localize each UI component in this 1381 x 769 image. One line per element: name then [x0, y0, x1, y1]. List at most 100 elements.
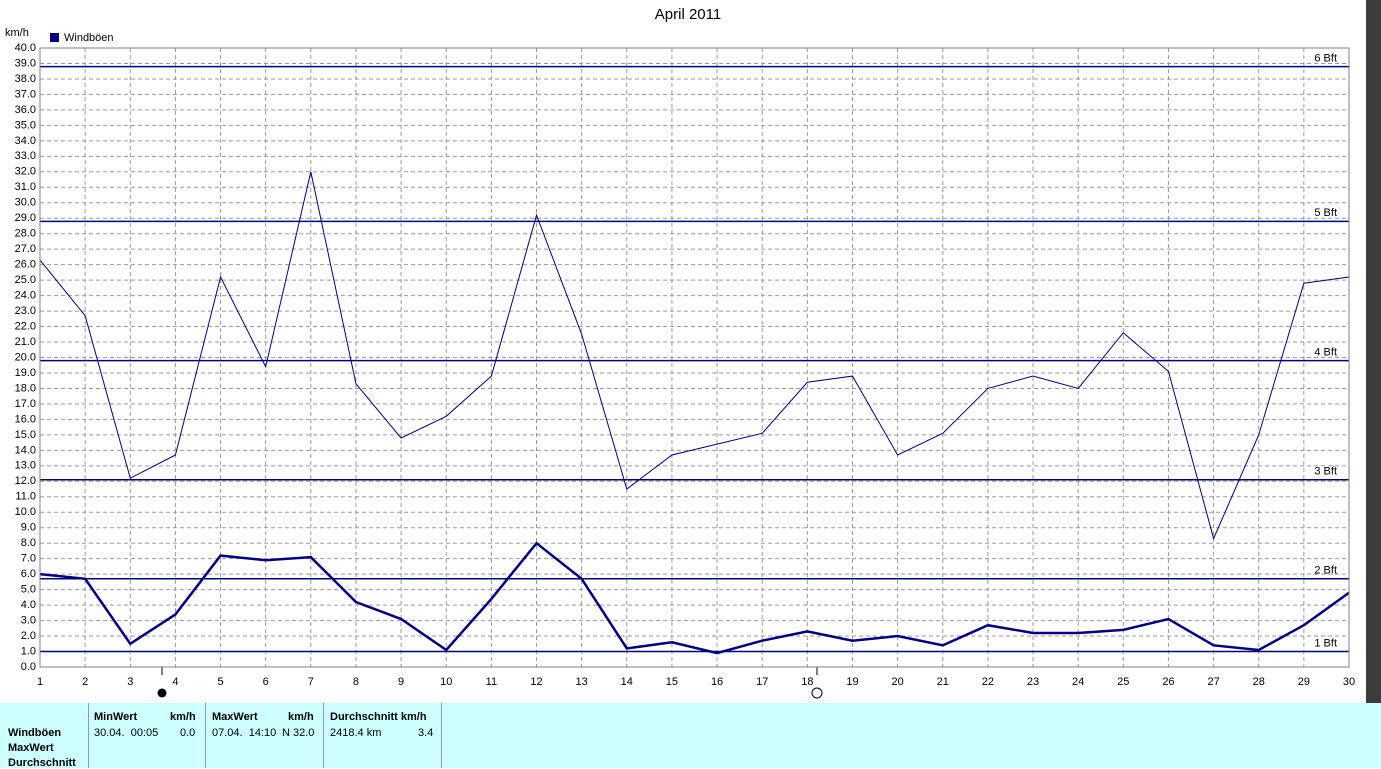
plot-border [39, 47, 1350, 668]
y-tick-label: 21.0 [15, 336, 36, 348]
x-tick-label: 5 [217, 676, 223, 688]
y-tick-label: 30.0 [15, 197, 36, 209]
x-tick-label: 10 [440, 676, 452, 688]
x-tick-label: 28 [1253, 676, 1265, 688]
x-tick-label: 30 [1343, 676, 1355, 688]
y-tick-label: 22.0 [15, 320, 36, 332]
y-tick-label: 32.0 [15, 166, 36, 178]
y-tick-label: 40.0 [15, 42, 36, 54]
x-tick-label: 16 [711, 676, 723, 688]
x-tick-label: 23 [1027, 676, 1039, 688]
x-tick-label: 3 [127, 676, 133, 688]
window-edge [1366, 0, 1381, 703]
y-tick-label: 7.0 [21, 553, 36, 565]
x-tick-label: 15 [666, 676, 678, 688]
chart-title: April 2011 [655, 6, 721, 23]
x-tick-label: 29 [1298, 676, 1310, 688]
y-tick-label: 1.0 [21, 645, 36, 657]
x-tick-label: 26 [1162, 676, 1174, 688]
summary-panel: Windböen MaxWert Durchschnitt MinWert km… [0, 703, 1381, 769]
header: MaxWert [212, 711, 258, 723]
cell: 3.4 [418, 727, 434, 739]
separator [88, 703, 89, 768]
y-tick-label: 9.0 [21, 522, 36, 534]
y-tick-label: 17.0 [15, 398, 36, 410]
y-tick-label: 19.0 [15, 367, 36, 379]
cell: 2418.4 km [330, 727, 382, 739]
header: Durchschnitt km/h [330, 711, 427, 723]
x-tick-label: 19 [846, 676, 858, 688]
y-tick-label: 13.0 [15, 460, 36, 472]
y-tick-label: 25.0 [15, 274, 36, 286]
cell: 07.04. 14:10 [212, 727, 277, 739]
x-tick-label: 17 [756, 676, 768, 688]
x-tick-label: 13 [576, 676, 588, 688]
bft-label: 3 Bft [1314, 466, 1337, 478]
separator [205, 703, 206, 768]
y-tick-label: 18.0 [15, 382, 36, 394]
bft-label: 1 Bft [1314, 637, 1337, 649]
legend-label: Windböen [64, 32, 114, 44]
y-tick-label: 39.0 [15, 57, 36, 69]
x-tick-label: 25 [1117, 676, 1129, 688]
row-label: MaxWert [8, 742, 54, 754]
cell: N 32.0 [282, 727, 315, 739]
x-tick-label: 24 [1072, 676, 1084, 688]
x-tick-label: 7 [308, 676, 314, 688]
y-tick-label: 33.0 [15, 150, 36, 162]
x-tick-label: 27 [1207, 676, 1219, 688]
cell: 0.0 [180, 727, 196, 739]
series-line [39, 541, 1350, 655]
row-label: Durchschnitt [8, 757, 76, 769]
x-tick-label: 2 [82, 676, 88, 688]
x-tick-label: 14 [621, 676, 633, 688]
x-tick-label: 6 [263, 676, 269, 688]
x-tick-label: 21 [937, 676, 949, 688]
header-unit: km/h [170, 711, 196, 723]
y-tick-label: 36.0 [15, 104, 36, 116]
x-tick-label: 12 [530, 676, 542, 688]
bft-label: 6 Bft [1314, 52, 1337, 64]
header-unit: km/h [288, 711, 314, 723]
x-tick-label: 11 [486, 676, 497, 688]
y-tick-label: 26.0 [15, 259, 36, 271]
y-tick-label: 16.0 [15, 413, 36, 425]
x-tick-label: 8 [353, 676, 359, 688]
bft-label: 4 Bft [1314, 347, 1337, 359]
y-tick-label: 20.0 [15, 351, 36, 363]
y-tick-label: 34.0 [15, 135, 36, 147]
full-moon-icon [811, 687, 823, 699]
y-tick-label: 37.0 [15, 88, 36, 100]
x-tick-label: 4 [172, 676, 178, 688]
x-tick-label: 18 [801, 676, 813, 688]
x-tick-label: 1 [37, 676, 43, 688]
row-label: Windböen [8, 727, 62, 739]
y-tick-label: 15.0 [15, 429, 36, 441]
y-axis-label: km/h [5, 27, 29, 39]
y-tick-label: 0.0 [21, 661, 36, 673]
cell: 30.04. 00:05 [94, 727, 159, 739]
y-tick-label: 31.0 [15, 181, 36, 193]
x-tick-label: 9 [398, 676, 404, 688]
separator [323, 703, 324, 768]
y-tick-label: 5.0 [21, 584, 36, 596]
y-tick-label: 3.0 [21, 614, 36, 626]
bft-label: 5 Bft [1314, 207, 1337, 219]
y-tick-label: 6.0 [21, 568, 36, 580]
chart: April 2011 km/h Windböen 0.0 1.0 2.0 3.0 4.0… [5, 0, 1381, 703]
y-tick-label: 38.0 [15, 73, 36, 85]
header: MinWert [94, 711, 138, 723]
x-tick-label: 22 [982, 676, 994, 688]
series-line [39, 171, 1350, 541]
y-tick-label: 24.0 [15, 290, 36, 302]
y-tick-label: 14.0 [15, 444, 36, 456]
separator [441, 703, 442, 768]
y-tick-label: 4.0 [21, 599, 36, 611]
y-tick-label: 29.0 [15, 212, 36, 224]
y-tick-label: 27.0 [15, 243, 36, 255]
y-tick-label: 2.0 [21, 630, 36, 642]
x-tick-label: 20 [891, 676, 903, 688]
y-tick-label: 10.0 [15, 506, 36, 518]
y-tick-label: 28.0 [15, 228, 36, 240]
